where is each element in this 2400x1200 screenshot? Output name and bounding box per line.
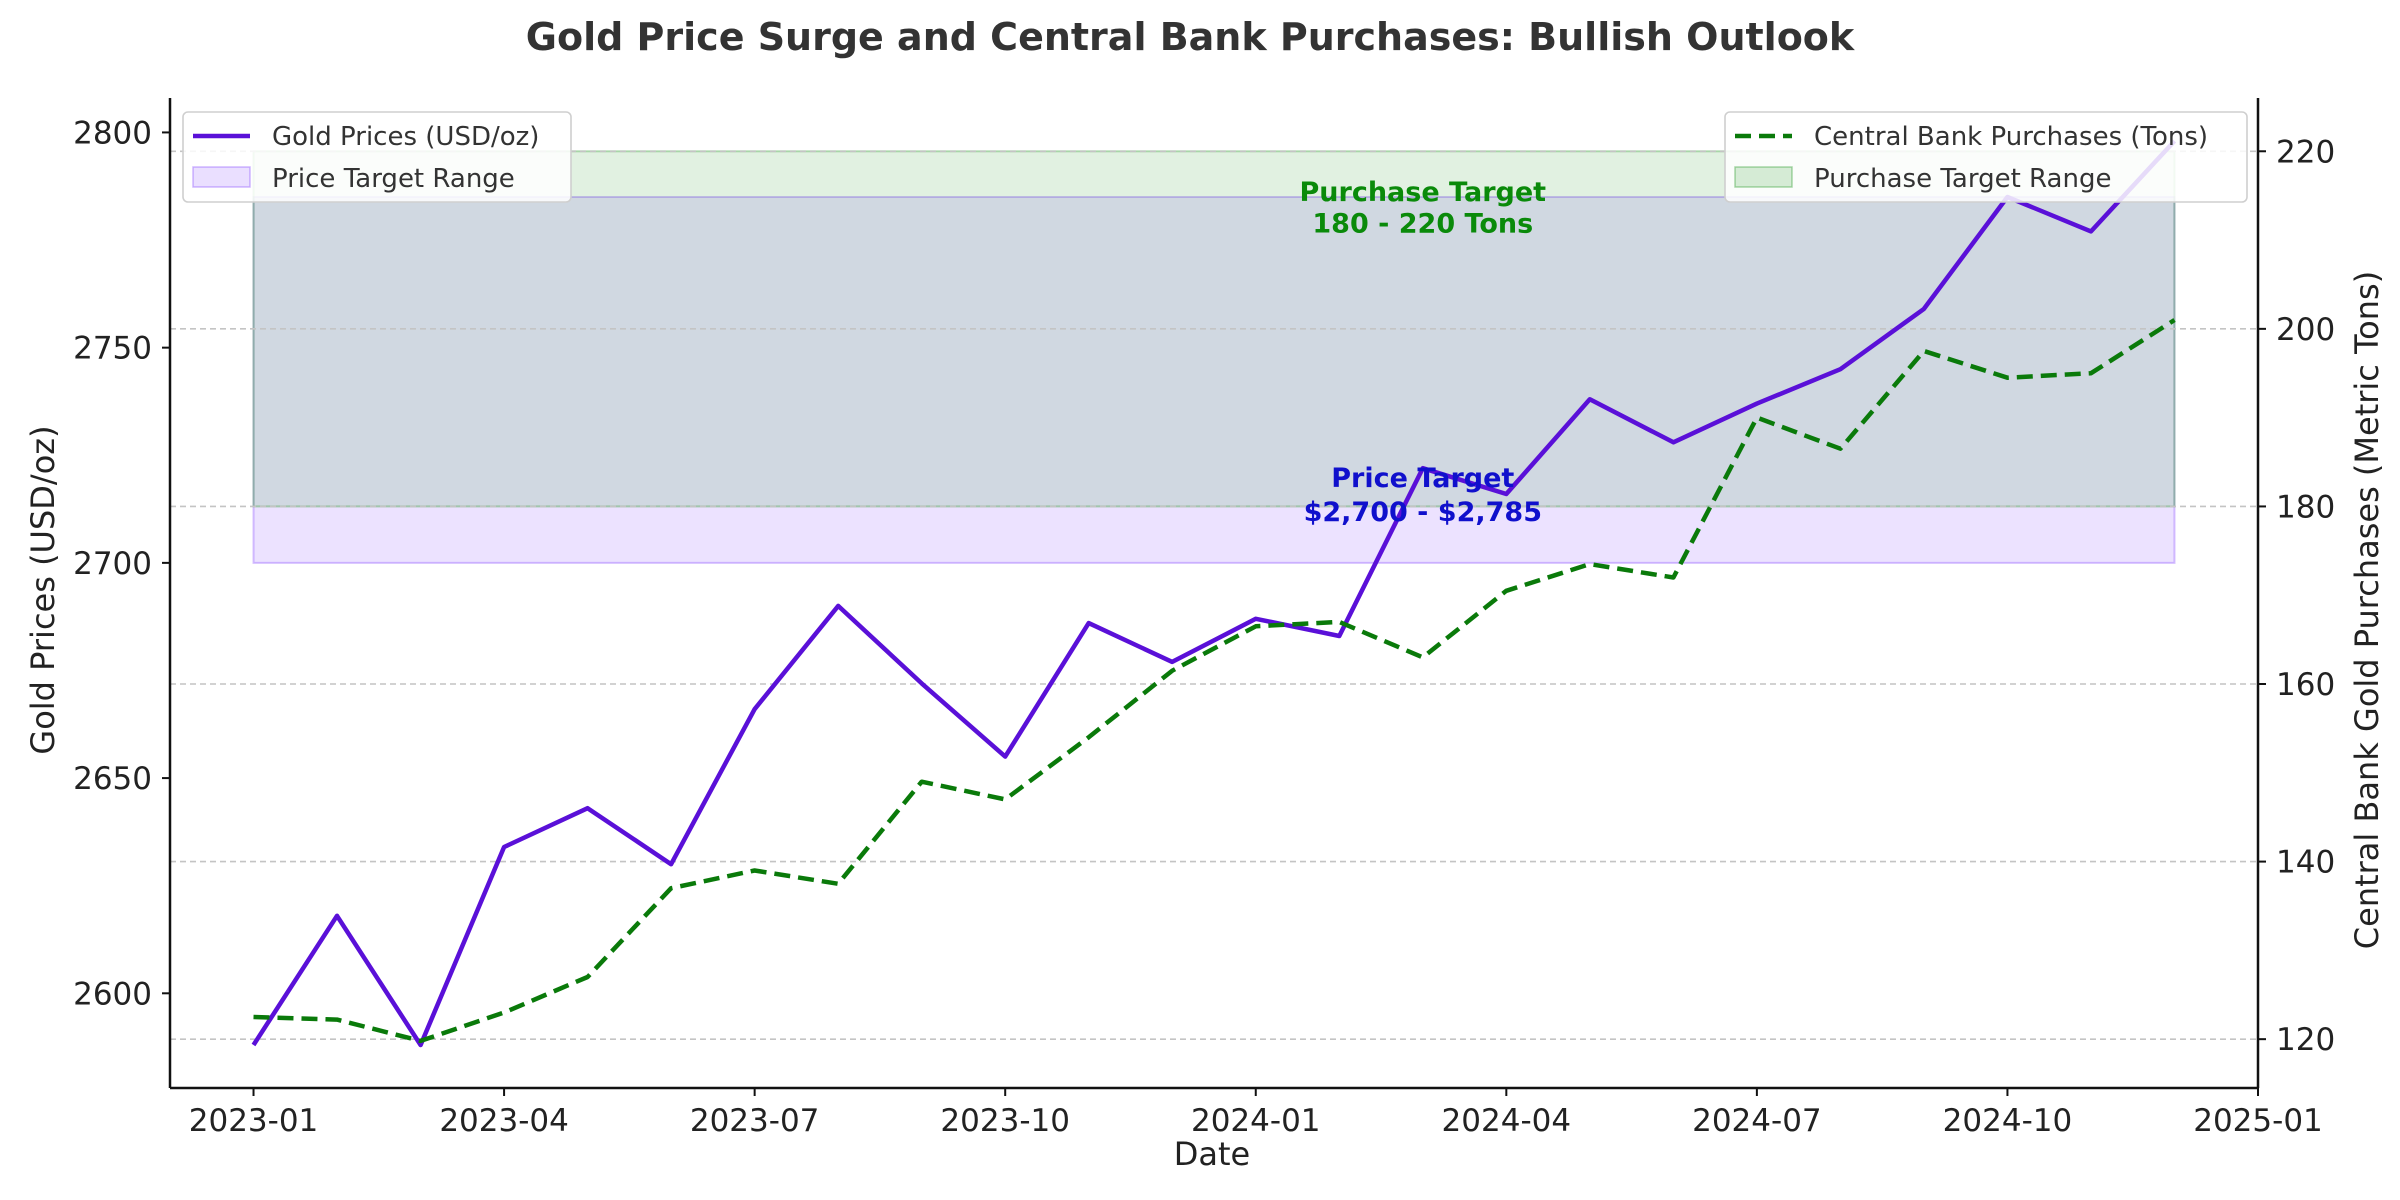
y-tick-label-left: 2700 <box>73 546 152 582</box>
x-tick-label: 2024-10 <box>1943 1103 2073 1139</box>
series-line-gold-prices <box>251 139 2177 1048</box>
legend-swatch-purchase-target <box>1734 166 1793 188</box>
legend-label-purchase-target: Purchase Target Range <box>1814 164 2111 194</box>
purchase-target-annotation-line-2: 180 - 220 Tons <box>1312 208 1533 239</box>
axes <box>168 98 2260 1090</box>
x-tick-label: 2023-07 <box>690 1103 820 1139</box>
x-tick-label: 2024-01 <box>1191 1103 1321 1139</box>
legend-label-price-target: Price Target Range <box>272 164 515 194</box>
x-tick-label: 2023-10 <box>940 1103 1070 1139</box>
price-target-annotation-line-1: Price Target <box>1331 463 1514 494</box>
y-axis-label-right: Central Bank Gold Purchases (Metric Tons… <box>2348 271 2386 949</box>
y-tick-label-right: 200 <box>2276 312 2335 348</box>
x-tick-label: 2023-04 <box>439 1103 569 1139</box>
y-tick-label-left: 2650 <box>73 761 152 797</box>
legend-right <box>1724 111 2248 203</box>
series-line-central-bank-purchases <box>253 318 2176 1044</box>
legend-label-central-bank: Central Bank Purchases (Tons) <box>1814 122 2208 152</box>
x-tick-label: 2023-01 <box>189 1103 319 1139</box>
band-price-target-range <box>252 196 2176 564</box>
x-axis-label: Date <box>1174 1135 1250 1173</box>
legend-swatch-price-target <box>192 166 251 188</box>
y-tick-label-right: 120 <box>2276 1022 2335 1058</box>
y-tick-label-left: 2750 <box>73 331 152 367</box>
x-tick-label: 2024-04 <box>1442 1103 1572 1139</box>
chart-title: Gold Price Surge and Central Bank Purcha… <box>526 15 1855 59</box>
legends: Gold Prices (USD/oz) Price Target Range Ce… <box>182 111 2248 203</box>
y-tick-label-right: 220 <box>2276 134 2335 170</box>
y-tick-label-left: 2600 <box>73 976 152 1012</box>
y-tick-label-right: 160 <box>2276 667 2335 703</box>
y-tick-label-right: 180 <box>2276 489 2335 525</box>
series-lines <box>251 139 2177 1048</box>
target-bands <box>252 150 2176 564</box>
x-tick-label: 2025-01 <box>2193 1103 2323 1139</box>
legend-label-gold-prices: Gold Prices (USD/oz) <box>272 122 539 152</box>
x-tick-label: 2024-07 <box>1692 1103 1822 1139</box>
price-target-annotation-line-2: $2,700 - $2,785 <box>1304 497 1542 528</box>
y-tick-label-right: 140 <box>2276 845 2335 881</box>
purchase-target-annotation-line-1: Purchase Target <box>1300 177 1547 208</box>
y-tick-label-left: 2800 <box>73 115 152 151</box>
legend-left <box>182 111 572 203</box>
y-axis-label-left: Gold Prices (USD/oz) <box>24 425 62 754</box>
tick-labels: 2023-01 2023-04 2023-07 2023-10 2024-01 2024-… <box>73 115 2335 1139</box>
